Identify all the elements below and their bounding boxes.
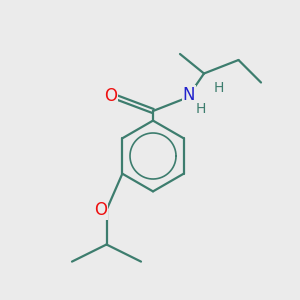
Text: H: H	[196, 102, 206, 116]
Text: N: N	[183, 86, 195, 104]
Text: O: O	[94, 201, 108, 219]
Text: O: O	[104, 87, 117, 105]
Text: H: H	[214, 81, 224, 94]
